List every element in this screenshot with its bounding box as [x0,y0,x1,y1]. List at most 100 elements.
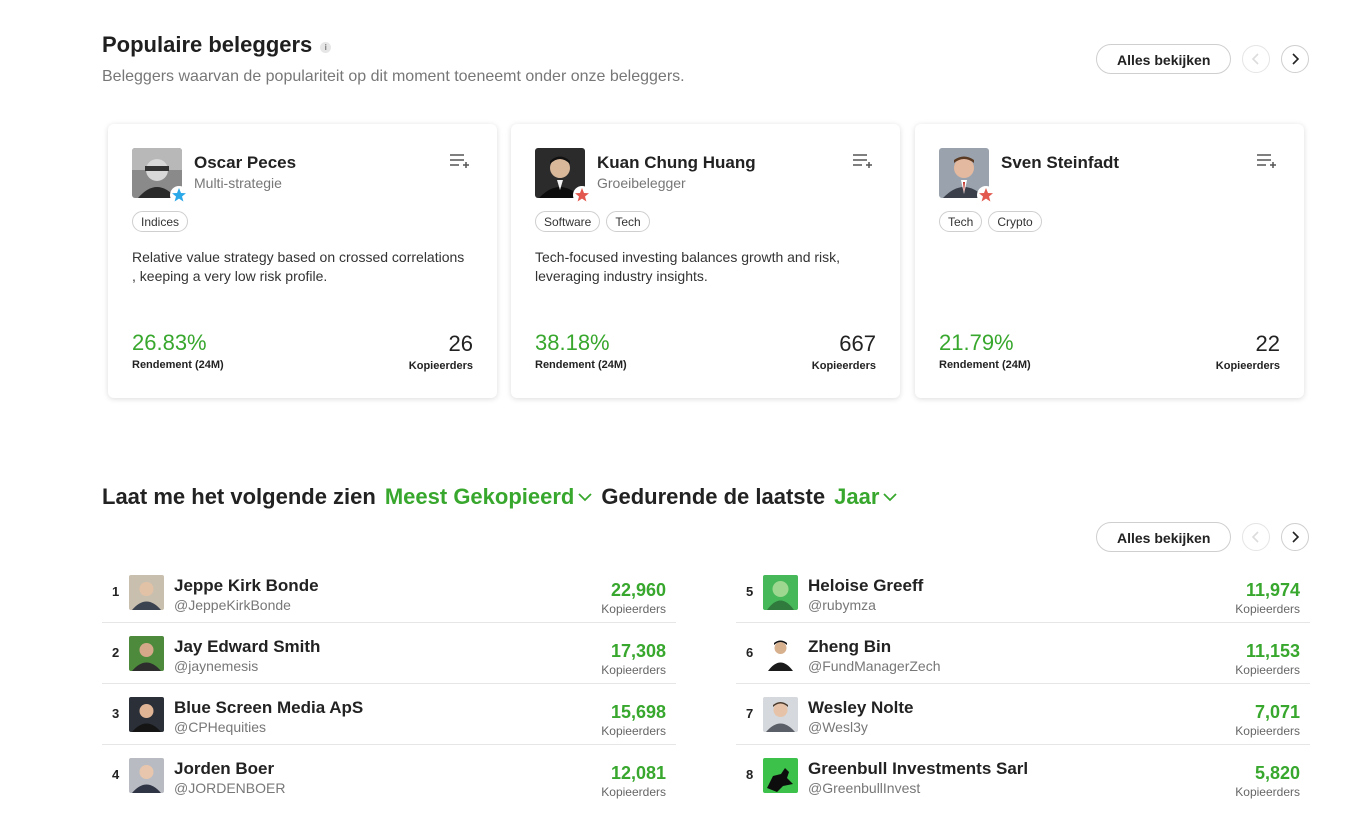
investor-name[interactable]: Jorden Boer [174,759,275,778]
gain-label: Rendement (24M) [132,359,224,371]
copiers-value: 11,153 [1245,641,1300,661]
investor-handle: @CPHequities [174,719,267,735]
ranking-row[interactable]: 5 Heloise Greeff @rubymza 11,974 Kopieer… [736,562,1310,623]
star-badge-icon [977,186,995,204]
rank-number: 6 [746,645,754,660]
ranking-row[interactable]: 7 Wesley Nolte @Wesl3y 7,071 Kopieerders [736,684,1310,745]
tag: Tech [939,211,983,232]
tag: Crypto [988,211,1042,232]
ranking-row[interactable]: 2 Jay Edward Smith @jaynemesis 17,308 Ko… [102,623,676,684]
investor-name[interactable]: Oscar Peces [194,153,297,172]
copiers-value: 22 [1255,331,1280,356]
sort-dropdown[interactable]: Meest Gekopieerd [385,484,602,510]
avatar [129,758,164,793]
investor-name[interactable]: Heloise Greeff [808,576,924,595]
investor-handle: @Wesl3y [808,719,868,735]
copiers-label: Kopieerders [601,663,666,677]
rank-number: 4 [112,767,120,782]
ranking-row[interactable]: 8 Greenbull Investments Sarl @GreenbullI… [736,745,1310,806]
chevron-down-icon [578,493,592,502]
avatar [763,758,798,793]
avatar [132,148,182,198]
copiers-value: 17,308 [610,641,666,661]
next-arrow-button[interactable] [1281,523,1309,551]
prev-arrow-button[interactable] [1242,45,1270,73]
investor-name[interactable]: Sven Steinfadt [1001,153,1120,172]
chevron-left-icon [1251,53,1259,65]
investor-handle: @FundManagerZech [808,658,941,674]
investor-name[interactable]: Greenbull Investments Sarl [808,759,1029,778]
add-to-watchlist-icon[interactable] [449,152,471,170]
investor-description: Relative value strategy based on crossed… [132,249,465,284]
chevron-down-icon [883,493,898,502]
investor-handle: @JORDENBOER [174,780,286,796]
popular-title-text: Populaire beleggers [102,32,313,57]
avatar [129,575,164,610]
avatar [763,575,798,610]
info-icon[interactable]: i [320,41,332,53]
chevron-left-icon [1251,531,1259,543]
gain-value: 21.79% [939,330,1014,355]
copiers-label: Kopieerders [1235,724,1300,738]
investor-name[interactable]: Jay Edward Smith [174,637,321,656]
copiers-label: Kopieerders [601,602,666,616]
ranking-row[interactable]: 4 Jorden Boer @JORDENBOER 12,081 Kopieer… [102,745,676,806]
copiers-label: Kopieerders [1235,663,1300,677]
view-all-popular-button[interactable]: Alles bekijken [1096,44,1232,74]
investor-name[interactable]: Kuan Chung Huang [597,153,756,172]
copiers-label: Kopieerders [408,360,473,372]
investor-handle: @GreenbullInvest [808,780,921,796]
copiers-value: 5,820 [1254,763,1300,783]
investor-card[interactable]: Kuan Chung Huang Groeibelegger Software … [511,124,900,398]
add-to-watchlist-icon[interactable] [1256,152,1278,170]
star-badge-icon [170,186,188,204]
next-arrow-button[interactable] [1281,45,1309,73]
ranking-row[interactable]: 3 Blue Screen Media ApS @CPHequities 15,… [102,684,676,745]
ranking-row[interactable]: 6 Zheng Bin @FundManagerZech 11,153 Kopi… [736,623,1310,684]
rank-number: 7 [746,706,754,721]
investor-card[interactable]: Oscar Peces Multi-strategie Indices Rela… [108,124,497,398]
view-all-ranking-button[interactable]: Alles bekijken [1096,522,1232,552]
tag-list: Indices [132,211,189,232]
ranking-row[interactable]: 1 Jeppe Kirk Bonde @JeppeKirkBonde 22,96… [102,562,676,623]
filter-prefix: Laat me het volgende zien [102,484,376,509]
copiers-value: 26 [448,331,473,356]
copiers-label: Kopieerders [601,724,666,738]
add-to-watchlist-icon[interactable] [852,152,874,170]
investor-name[interactable]: Zheng Bin [808,637,892,656]
gain-label: Rendement (24M) [939,359,1031,371]
copiers-label: Kopieerders [1215,360,1280,372]
investor-name[interactable]: Blue Screen Media ApS [174,698,364,717]
copiers-value: 667 [839,331,876,356]
period-dropdown[interactable]: Jaar [834,484,906,510]
investor-description: Tech-focused investing balances growth a… [535,249,841,284]
copiers-label: Kopieerders [601,785,666,799]
tag-list: Tech Crypto [939,211,1042,232]
investor-name[interactable]: Wesley Nolte [808,698,914,717]
copiers-value: 11,974 [1245,580,1300,600]
rank-number: 8 [746,767,754,782]
investor-card[interactable]: Sven Steinfadt Tech Crypto 21.79% Rendem… [915,124,1304,398]
star-badge-icon [573,186,591,204]
gain-label: Rendement (24M) [535,359,627,371]
investor-handle: @jaynemesis [174,658,259,674]
copiers-value: 12,081 [610,763,666,783]
investor-name[interactable]: Jeppe Kirk Bonde [174,576,319,595]
filter-middle: Gedurende de laatste [601,484,826,509]
gain-value: 38.18% [535,330,610,355]
tag: Software [535,211,601,232]
sort-dropdown-value: Meest Gekopieerd [384,484,575,509]
avatar [763,697,798,732]
copiers-label: Kopieerders [1235,785,1300,799]
tag: Tech [606,211,650,232]
popular-investors-subtitle: Beleggers waarvan de populariteit op dit… [102,68,685,85]
avatar [129,697,164,732]
copiers-value: 22,960 [610,580,666,600]
investor-handle: @JeppeKirkBonde [174,597,291,613]
ranking-filter-sentence: Laat me het volgende zien Meest Gekopiee… [102,484,906,510]
rank-number: 2 [112,645,120,660]
ranking-list-right: 5 Heloise Greeff @rubymza 11,974 Kopieer… [736,562,1310,806]
prev-arrow-button[interactable] [1242,523,1270,551]
investor-handle: @rubymza [808,597,876,613]
rank-number: 1 [112,584,120,599]
